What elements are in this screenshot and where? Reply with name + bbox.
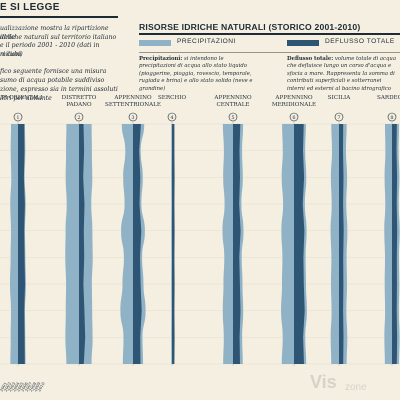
district-number-circle [228, 112, 238, 122]
legend-label-deflusso: DEFLUSSO TOTALE [325, 38, 395, 45]
definition-precipitazioni-body: si intendono le precipitazioni di acqua … [139, 56, 253, 92]
stream-deflusso [79, 124, 86, 364]
district-number: 7 [337, 115, 340, 121]
title-divider-right [139, 33, 400, 35]
definition-deflusso-title: Deflusso totale: [287, 56, 334, 62]
district-number: 4 [170, 115, 173, 121]
year-label: 2008 [28, 381, 38, 393]
legend-swatch-precipitazioni [139, 40, 171, 46]
stream-deflusso [392, 124, 398, 364]
legend-swatch-deflusso [287, 40, 319, 46]
district-name: SARDEGN [377, 95, 400, 101]
stream-deflusso [233, 124, 241, 364]
district-name: ALPI ORIENTALI [0, 95, 42, 101]
district-number: 8 [390, 115, 393, 121]
stream-deflusso [172, 124, 175, 364]
year-label: 2005 [15, 381, 25, 393]
district-name: SETTENTRIONALE [105, 102, 161, 108]
year-label: 2009 [32, 381, 42, 393]
intro-text: ualizzazione mostra la ripartizione dell… [0, 25, 120, 103]
year-label: 2003 [7, 381, 17, 393]
vis-logo: Vis [310, 372, 337, 392]
year-label: 2006 [20, 381, 30, 393]
district-name: SERCHIO [158, 95, 186, 101]
district-name: SICILIA [328, 95, 351, 101]
district-number-circle [167, 112, 177, 122]
year-label: 2001 [0, 381, 8, 392]
district-name: DISTRETTO [62, 95, 97, 101]
district-number: 1 [16, 115, 19, 121]
intro-line: litri per abitante [0, 94, 52, 102]
intro-line: ualizzazione mostra la ripartizione dell… [0, 25, 109, 41]
district-name: MERIDIONALE [272, 102, 316, 108]
definition-deflusso: Deflusso totale: volume totale di acqua … [287, 56, 400, 93]
district-number-circle [334, 112, 344, 122]
year-label: 2004 [11, 381, 21, 393]
district-number-circle [74, 112, 84, 122]
district-number-circle [289, 112, 299, 122]
definition-deflusso-body: volume totale di acqua che defluisce lun… [287, 56, 396, 92]
district-name: APPENNINO [274, 95, 313, 101]
district-number-circle [128, 112, 138, 122]
definition-precipitazioni-title: Precipitazioni: [139, 56, 183, 62]
district-name: APPENNINO [213, 95, 252, 101]
stream-deflusso [133, 124, 142, 364]
district-number: 3 [131, 115, 134, 121]
legend-divider [139, 52, 400, 53]
intro-line: sumo di acqua potabile suddiviso [0, 77, 105, 85]
title-divider-left [0, 16, 118, 18]
district-number-circle [387, 112, 397, 122]
district-name: CENTRALE [216, 102, 249, 108]
district-name: APPENNINO [113, 95, 152, 101]
intro-line [0, 60, 120, 69]
district-number: 6 [292, 115, 295, 121]
intro-line: idriche naturali sul territorio italiano [0, 33, 117, 41]
legend-label-precipitazioni: PRECIPITAZIONI [177, 38, 236, 45]
section-title-left: E SI LEGGE [0, 2, 60, 13]
district-name: PADANO [66, 102, 92, 108]
year-label: 2010 [36, 381, 46, 393]
district-number-circle [13, 112, 23, 122]
intro-line: zione, espresso sia in termini assoluti [0, 85, 118, 93]
intro-line: e il periodo 2001 - 2010 (dati in milion… [0, 42, 100, 59]
district-number: 5 [231, 115, 234, 121]
chart-title: RISORSE IDRICHE NATURALI (STORICO 2001-2… [139, 22, 361, 32]
intro-line: fico seguente fornisce una misura [0, 68, 107, 76]
intro-line: ri cubi) [0, 51, 23, 59]
zone-logo: zone [345, 382, 367, 393]
district-number: 2 [77, 115, 80, 121]
year-label: 2007 [24, 381, 34, 393]
stream-deflusso [339, 124, 344, 364]
stream-deflusso [18, 124, 25, 364]
definition-precipitazioni: Precipitazioni: si intendono le precipit… [139, 56, 259, 93]
stream-deflusso [294, 124, 305, 364]
year-label: 2002 [3, 381, 13, 393]
